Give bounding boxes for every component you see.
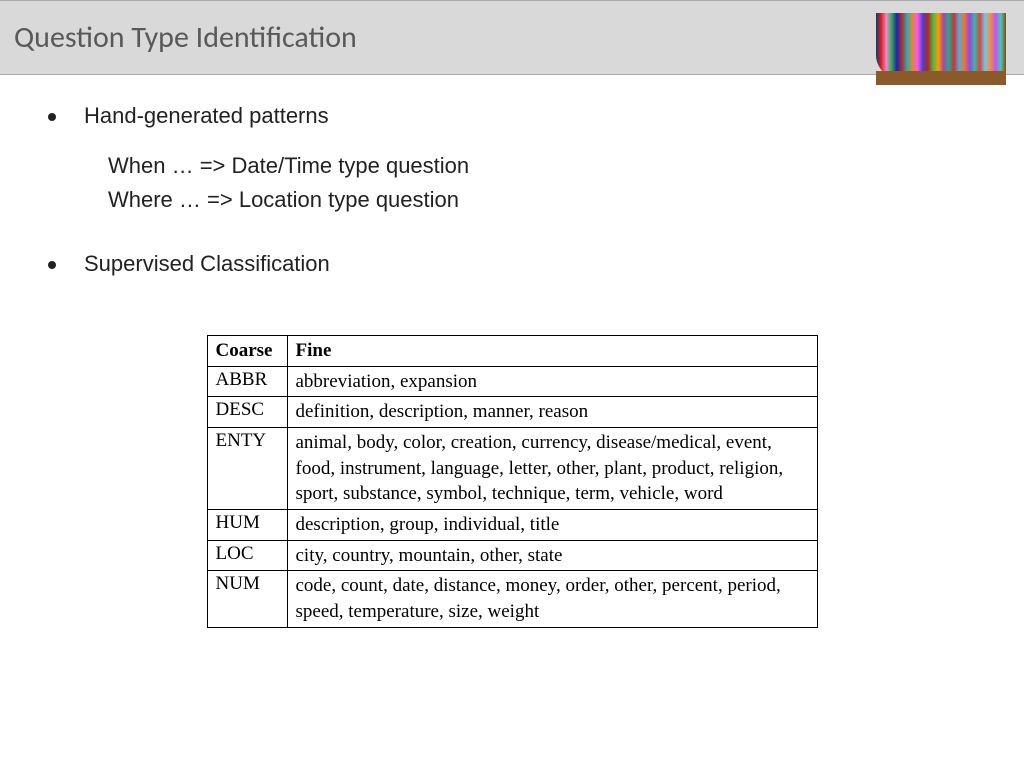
slide-title: Question Type Identification [14,19,357,56]
slide-body: Hand-generated patterns When … => Date/T… [0,75,1024,656]
cell-coarse: NUM [207,571,287,627]
pattern-where: Where … => Location type question [108,183,976,217]
table-row: NUM code, count, date, distance, money, … [207,571,817,627]
table-row: ENTY animal, body, color, creation, curr… [207,428,817,510]
bullet-dot-icon [48,113,56,121]
cell-coarse: ABBR [207,366,287,397]
classification-table-wrap: Coarse Fine ABBR abbreviation, expansion… [48,335,976,627]
bullet-dot-icon [48,261,56,269]
pattern-examples: When … => Date/Time type question Where … [108,149,976,217]
cell-fine: city, country, mountain, other, state [287,540,817,571]
bullet-text: Hand-generated patterns [84,103,329,129]
cell-coarse: LOC [207,540,287,571]
bookshelf-image [876,13,1006,85]
col-header-coarse: Coarse [207,336,287,367]
bullet-hand-generated: Hand-generated patterns [72,103,976,129]
table-header-row: Coarse Fine [207,336,817,367]
cell-coarse: ENTY [207,428,287,510]
table-row: ABBR abbreviation, expansion [207,366,817,397]
classification-table: Coarse Fine ABBR abbreviation, expansion… [207,335,818,627]
table-row: LOC city, country, mountain, other, stat… [207,540,817,571]
col-header-fine: Fine [287,336,817,367]
slide-header: Question Type Identification [0,0,1024,75]
cell-coarse: DESC [207,397,287,428]
bullet-text: Supervised Classification [84,251,330,277]
cell-fine: code, count, date, distance, money, orde… [287,571,817,627]
cell-fine: definition, description, manner, reason [287,397,817,428]
table-row: HUM description, group, individual, titl… [207,510,817,541]
cell-fine: abbreviation, expansion [287,366,817,397]
bullet-supervised: Supervised Classification [72,251,976,277]
cell-fine: description, group, individual, title [287,510,817,541]
cell-fine: animal, body, color, creation, currency,… [287,428,817,510]
table-row: DESC definition, description, manner, re… [207,397,817,428]
pattern-when: When … => Date/Time type question [108,149,976,183]
cell-coarse: HUM [207,510,287,541]
